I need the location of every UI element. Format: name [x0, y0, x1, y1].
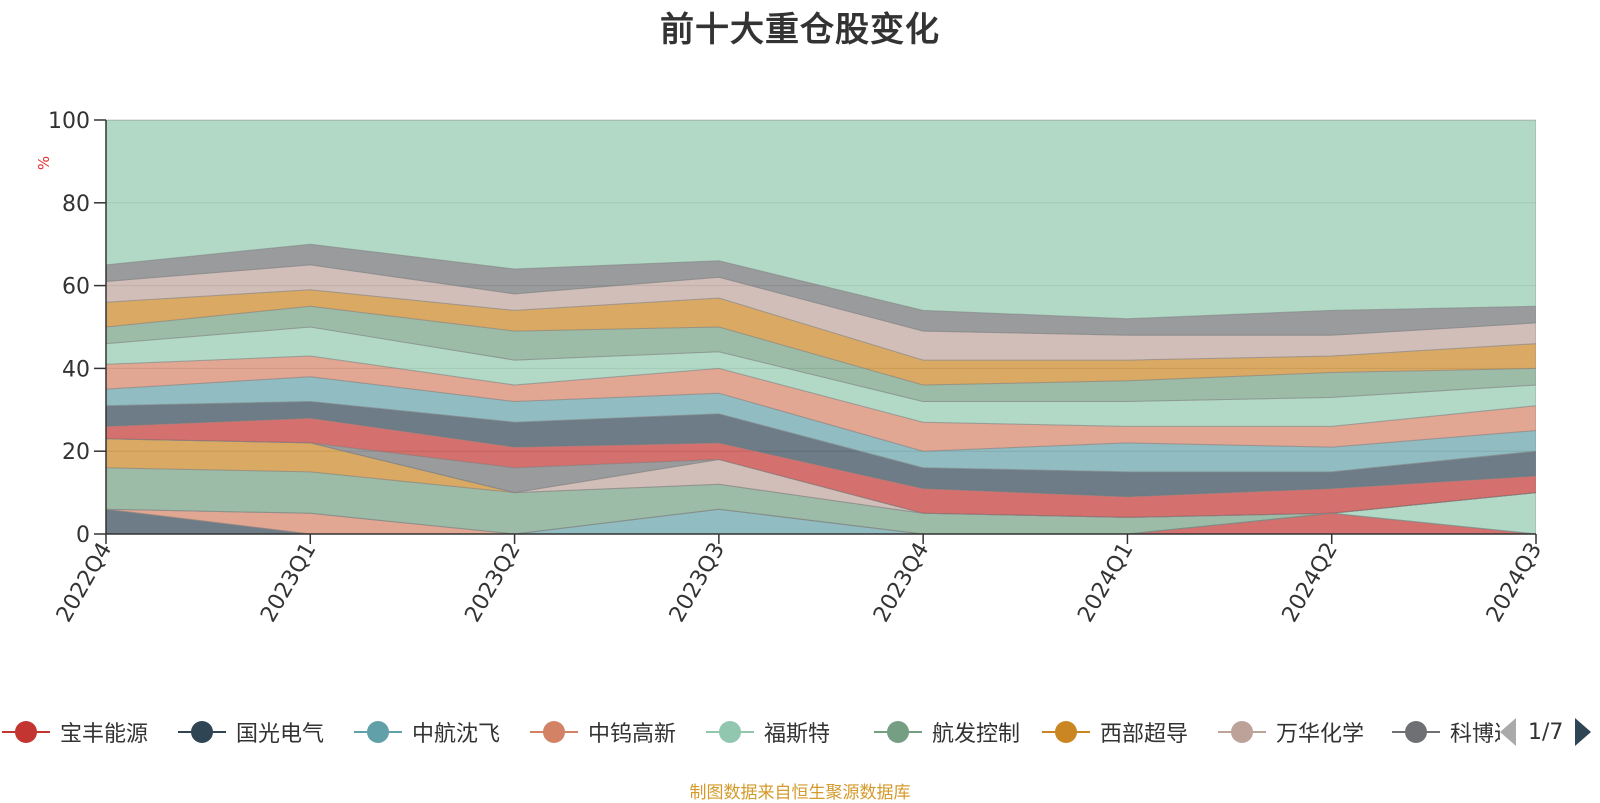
legend-item[interactable]: 国光电气: [176, 712, 324, 752]
x-tick-label: 2024Q3: [1482, 539, 1547, 627]
legend-marker-icon: [874, 721, 922, 743]
x-tick-label: 2024Q2: [1278, 539, 1343, 627]
legend-marker-icon: [2, 721, 50, 743]
y-tick-label: 20: [62, 440, 90, 465]
x-tick-label: 2023Q2: [460, 539, 525, 627]
legend-marker-icon: [706, 721, 754, 743]
x-tick-label: 2023Q3: [665, 539, 730, 627]
legend: 宝丰能源 国光电气 中航沈飞 中钨高新 福斯特 航发控制 西部超导 万华化学 科博达: [0, 712, 1500, 752]
area-layer: [106, 120, 1536, 534]
legend-marker-icon: [1218, 721, 1266, 743]
legend-marker-icon: [1042, 721, 1090, 743]
y-tick-label: 100: [48, 109, 90, 134]
legend-marker-icon: [530, 721, 578, 743]
legend-item[interactable]: 福斯特: [704, 712, 830, 752]
x-tick-label: 2023Q1: [256, 539, 321, 627]
legend-item[interactable]: 中钨高新: [528, 712, 676, 752]
legend-label: 中钨高新: [588, 722, 677, 747]
legend-pager: 1/7: [1498, 714, 1593, 750]
legend-label: 国光电气: [236, 722, 325, 747]
legend-label: 宝丰能源: [60, 722, 149, 747]
y-tick-label: 0: [76, 523, 90, 548]
x-tick-label: 2023Q4: [869, 539, 934, 627]
x-tick-label: 2022Q4: [52, 539, 117, 627]
legend-prev-icon[interactable]: [1498, 716, 1518, 748]
y-tick-label: 60: [62, 275, 90, 300]
stacked-area-chart: 0 20 40 60 80 100 2022Q4 2023Q1 2023Q2 2023Q3 202…: [35, 109, 1547, 627]
legend-item[interactable]: 西部超导: [1040, 712, 1188, 752]
legend-label: 西部超导: [1100, 722, 1189, 747]
legend-next-icon[interactable]: [1573, 716, 1593, 748]
legend-label: 万华化学: [1276, 722, 1365, 747]
chart-title: 前十大重仓股变化: [660, 10, 940, 50]
legend-label: 航发控制: [932, 722, 1021, 747]
legend-marker-icon: [354, 721, 402, 743]
legend-page-text: 1/7: [1528, 719, 1564, 745]
legend-marker-icon: [178, 721, 226, 743]
y-tick-label: 80: [62, 192, 90, 217]
y-axis-unit: %: [35, 156, 53, 170]
legend-item[interactable]: 万华化学: [1216, 712, 1364, 752]
legend-item[interactable]: 科博达: [1390, 712, 1500, 752]
legend-item[interactable]: 中航沈飞: [352, 712, 500, 752]
legend-label: 科博达: [1450, 722, 1500, 747]
legend-label: 中航沈飞: [412, 722, 501, 747]
legend-marker-icon: [1392, 721, 1440, 743]
y-tick-label: 40: [62, 357, 90, 382]
legend-item[interactable]: 航发控制: [872, 712, 1020, 752]
x-tick-label: 2024Q1: [1073, 539, 1138, 627]
legend-item[interactable]: 宝丰能源: [0, 712, 148, 752]
legend-label: 福斯特: [764, 722, 831, 747]
source-note: 制图数据来自恒生聚源数据库: [689, 783, 911, 803]
area-band: [106, 120, 1536, 320]
